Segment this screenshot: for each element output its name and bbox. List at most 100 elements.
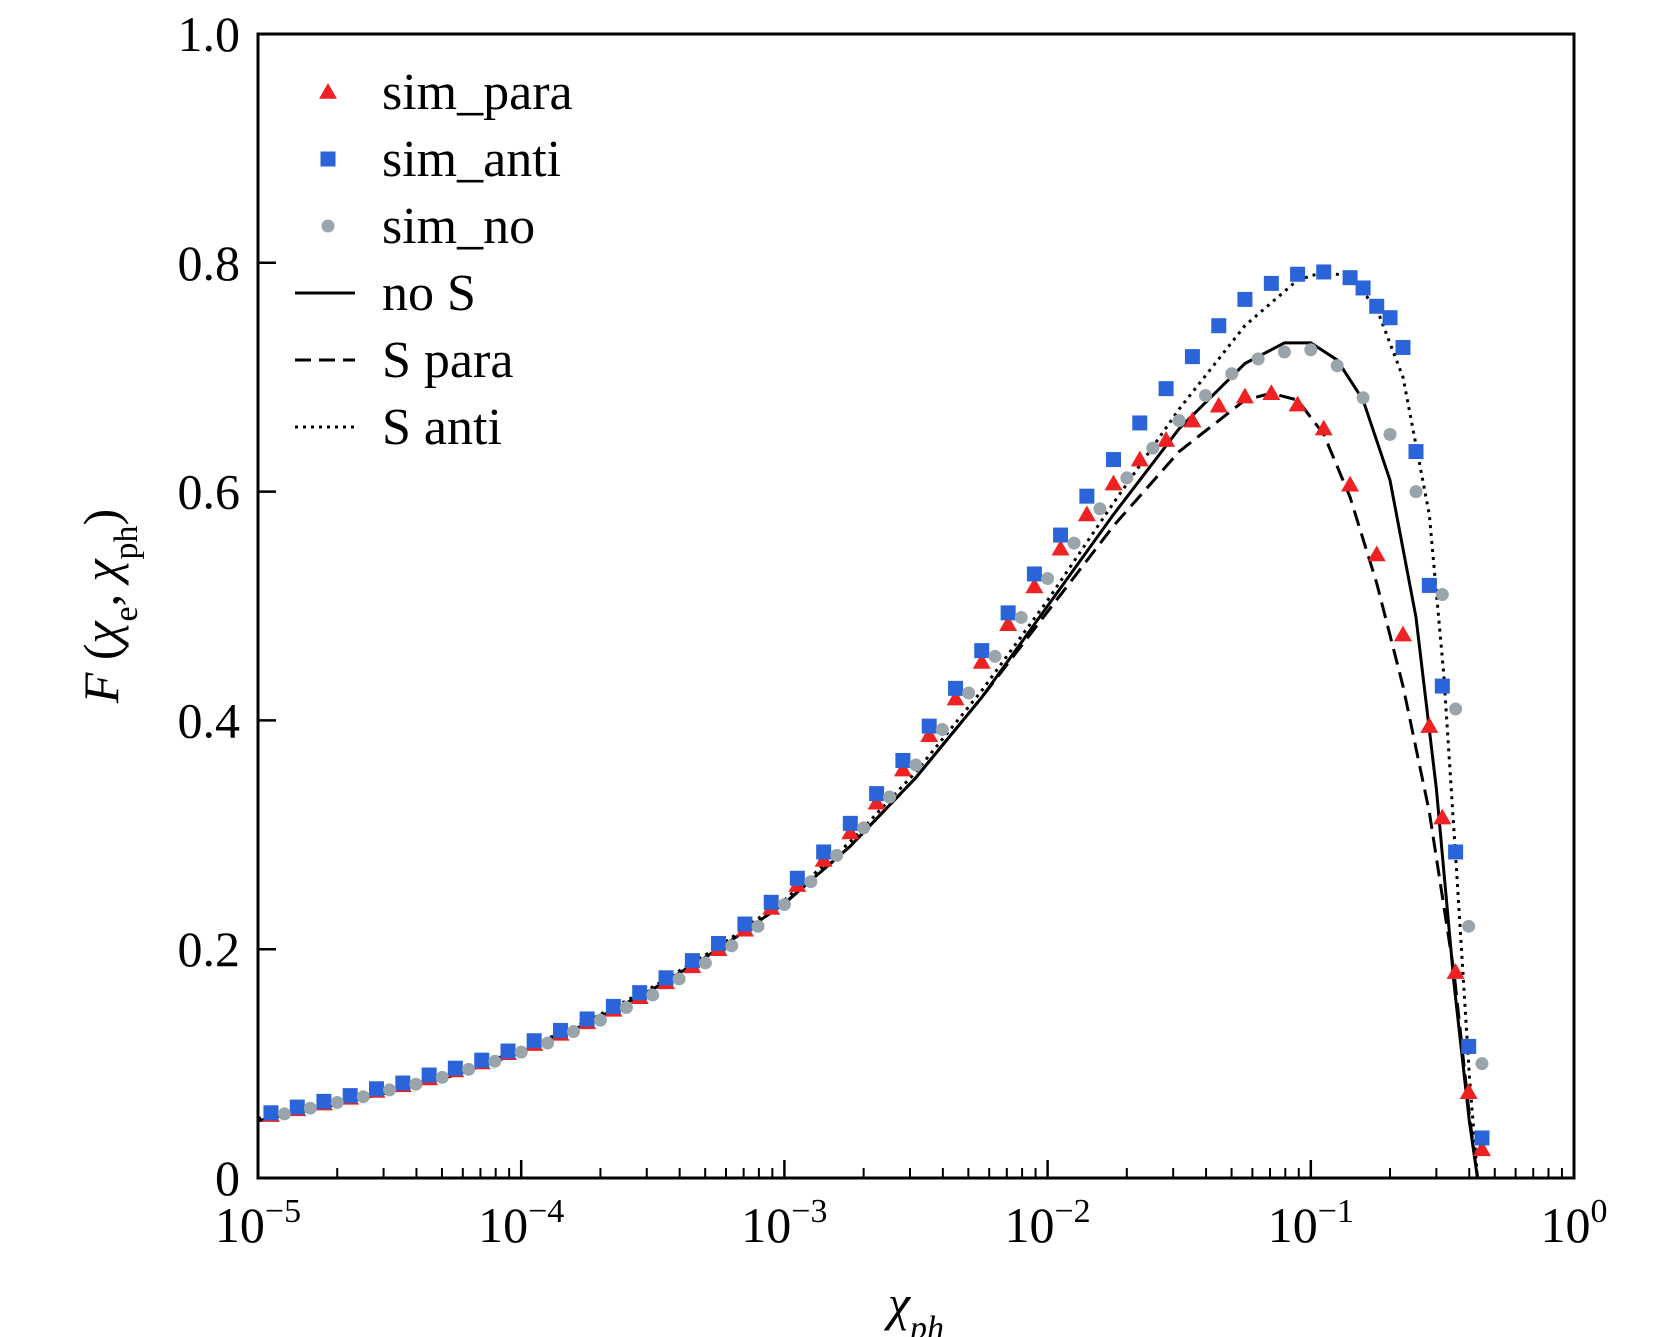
y-tick-label: 0.4 [178, 692, 241, 748]
data-point-sim-anti [684, 953, 700, 969]
data-point-sim-no [1330, 359, 1344, 373]
data-point-sim-no [646, 988, 660, 1002]
data-point-sim-anti [869, 786, 885, 802]
data-point-sim-para [1420, 717, 1439, 733]
data-point-sim-anti [1395, 339, 1411, 355]
data-point-sim-anti [921, 718, 937, 734]
data-point-sim-anti [1369, 298, 1385, 314]
y-tick-label: 0 [215, 1150, 240, 1206]
data-point-sim-anti [1000, 605, 1016, 621]
data-point-sim-anti [289, 1099, 305, 1115]
legend-item-s-anti: S anti [295, 399, 502, 456]
data-point-sim-para [1459, 1083, 1478, 1099]
data-point-sim-anti [1434, 678, 1450, 694]
data-point-sim-anti [1026, 566, 1042, 582]
data-point-sim-no [462, 1062, 476, 1076]
data-point-sim-para [920, 726, 939, 743]
data-point-sim-para [1367, 545, 1386, 562]
legend-item-s-para: S para [295, 332, 513, 389]
data-point-sim-no [1383, 427, 1397, 441]
data-point-sim-para [1209, 396, 1228, 413]
legend-label: S anti [382, 399, 502, 456]
data-point-sim-para [946, 689, 965, 706]
data-point-sim-no [1093, 502, 1107, 516]
data-point-sim-no [1041, 572, 1055, 586]
data-point-sim-para [1472, 1140, 1491, 1157]
data-point-sim-anti [948, 680, 964, 696]
data-point-sim-anti [1355, 280, 1371, 296]
data-point-sim-anti [342, 1088, 358, 1104]
data-point-sim-anti [1408, 444, 1424, 460]
data-point-sim-no [1462, 919, 1476, 933]
legend-item-no-s: no S [295, 265, 476, 322]
legend-label: S para [382, 332, 513, 389]
data-point-sim-no [356, 1090, 370, 1104]
data-point-sim-anti [263, 1105, 279, 1121]
data-point-sim-no [1014, 610, 1028, 624]
data-point-sim-anti [974, 643, 990, 659]
data-point-sim-anti [816, 844, 832, 860]
data-point-sim-no [1146, 441, 1160, 455]
data-point-sim-no [1435, 588, 1449, 602]
data-point-sim-anti [1211, 318, 1227, 334]
series-sim-anti [263, 264, 1490, 1146]
data-point-sim-anti [421, 1067, 437, 1083]
data-point-sim-no [330, 1095, 344, 1109]
data-point-sim-para [1341, 475, 1360, 492]
data-point-sim-no [303, 1101, 317, 1115]
data-point-sim-anti [474, 1052, 490, 1068]
axes-layer: 10−5 10−4 10−3 10−2 10−1 100 0 0.2 0.4 0.6 0.8 1.0 [178, 6, 1608, 1253]
data-point-sim-anti [737, 916, 753, 932]
data-point-sim-no [1198, 389, 1212, 403]
data-point-sim-no [909, 758, 923, 772]
data-point-sim-no [566, 1025, 580, 1039]
data-point-sim-no [1225, 367, 1239, 381]
data-point-sim-anti [632, 985, 648, 1001]
legend-swatch [321, 219, 335, 233]
data-point-sim-anti [1461, 1038, 1477, 1054]
data-point-sim-anti [1106, 452, 1122, 468]
data-point-sim-no [988, 649, 1002, 663]
data-point-sim-anti [711, 935, 727, 951]
data-point-sim-no [1172, 414, 1186, 428]
data-point-sim-anti [447, 1060, 463, 1076]
data-point-sim-para [1157, 431, 1176, 447]
data-point-sim-para [1446, 963, 1465, 979]
data-point-sim-anti [552, 1022, 568, 1038]
data-point-sim-anti [658, 970, 674, 986]
data-point-sim-anti [1053, 527, 1069, 543]
data-point-sim-para [1262, 384, 1281, 400]
data-point-sim-no [1409, 485, 1423, 499]
data-point-sim-anti [1421, 577, 1437, 593]
x-tick-label: 10−5 [215, 1193, 301, 1253]
data-point-sim-anti [1237, 291, 1253, 307]
data-point-sim-no [1120, 471, 1134, 485]
series-line-s-para [258, 391, 1479, 1178]
data-point-sim-anti [500, 1043, 516, 1059]
data-point-sim-no [541, 1036, 555, 1050]
data-point-sim-anti [763, 894, 779, 910]
data-point-sim-no [593, 1013, 607, 1027]
data-point-sim-no [1251, 352, 1265, 366]
data-point-sim-no [514, 1045, 528, 1059]
data-point-sim-no [698, 956, 712, 970]
data-point-sim-anti [605, 998, 621, 1014]
x-tick-label: 10−1 [1268, 1193, 1354, 1253]
legend-label: no S [382, 265, 476, 322]
data-point-sim-no [1475, 1057, 1489, 1071]
legend-swatch [319, 83, 337, 99]
series-sim-no [277, 343, 1489, 1121]
data-point-sim-no [435, 1070, 449, 1084]
data-point-sim-no [883, 790, 897, 804]
data-point-sim-anti [369, 1081, 385, 1097]
data-point-sim-anti [1448, 844, 1464, 860]
x-tick-label: 10−3 [741, 1193, 827, 1253]
data-point-sim-anti [526, 1033, 542, 1049]
data-point-sim-anti [789, 870, 805, 886]
data-point-sim-para [1104, 474, 1123, 491]
data-point-sim-anti [395, 1075, 411, 1091]
y-tick-label: 0.2 [178, 921, 241, 977]
